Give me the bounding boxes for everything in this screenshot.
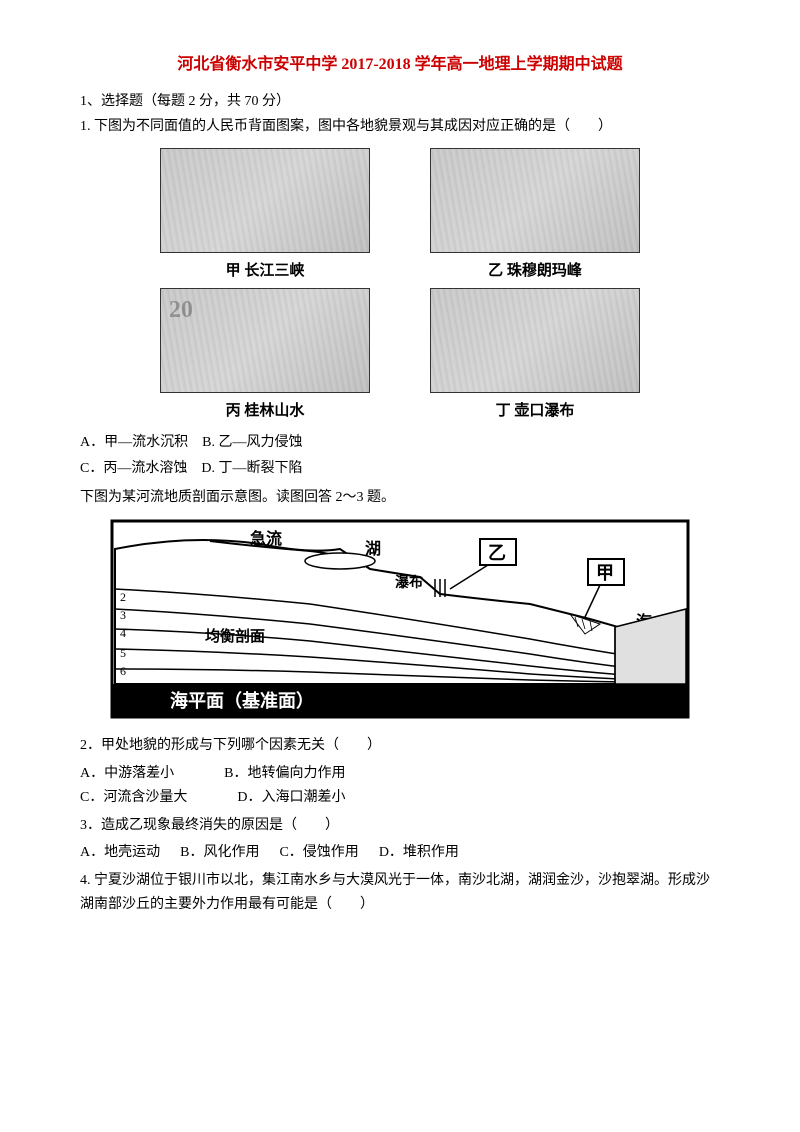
section-header: 1、选择题（每题 2 分，共 70 分） (80, 90, 720, 110)
svg-text:乙: 乙 (488, 543, 506, 563)
image-bing: 丙 桂林山水 (160, 288, 370, 420)
geo-diagram-container: 海平面（基准面） 急流 湖 瀑布 均衡剖面 2 3 4 5 6 (110, 519, 690, 724)
caption-jia: 甲 长江三峡 (226, 259, 305, 280)
svg-text:瀑布: 瀑布 (395, 574, 423, 591)
q2-text: 2．甲处地貌的形成与下列哪个因素无关（ ） (80, 734, 720, 758)
svg-text:海平面（基准面）: 海平面（基准面） (170, 690, 314, 711)
svg-text:均衡剖面: 均衡剖面 (205, 627, 265, 645)
q4-text: 4. 宁夏沙湖位于银川市以北，集江南水乡与大漠风光于一体，南沙北湖，湖润金沙，沙… (80, 869, 720, 917)
svg-text:6: 6 (120, 664, 126, 678)
q2-optD: D．入海口潮差小 (237, 786, 345, 810)
geo-cross-section-diagram: 海平面（基准面） 急流 湖 瀑布 均衡剖面 2 3 4 5 6 (110, 519, 690, 719)
image-ding: 丁 壶口瀑布 (430, 288, 640, 420)
caption-yi: 乙 珠穆朗玛峰 (488, 259, 582, 280)
svg-text:4: 4 (120, 626, 126, 640)
image-yi: 乙 珠穆朗玛峰 (430, 148, 640, 280)
page-title: 河北省衡水市安平中学 2017-2018 学年高一地理上学期期中试题 (80, 50, 720, 74)
currency-images-grid: 甲 长江三峡 乙 珠穆朗玛峰 丙 桂林山水 丁 壶口瀑布 (80, 148, 720, 420)
images-row-1: 甲 长江三峡 乙 珠穆朗玛峰 (160, 148, 640, 280)
currency-img-yi (430, 148, 640, 253)
q3-optC: C．侵蚀作用 (279, 841, 358, 865)
svg-text:2: 2 (120, 590, 126, 604)
q3-optD: D．堆积作用 (379, 841, 459, 865)
q2-optB: B．地转偏向力作用 (224, 762, 345, 786)
q2-optC: C．河流含沙量大 (80, 786, 187, 810)
q3-optB: B．风化作用 (180, 841, 259, 865)
images-row-2: 丙 桂林山水 丁 壶口瀑布 (160, 288, 640, 420)
q3-optA: A．地壳运动 (80, 841, 160, 865)
svg-text:3: 3 (120, 608, 126, 622)
q2-optA: A．中游落差小 (80, 762, 174, 786)
svg-text:甲: 甲 (596, 563, 614, 583)
q2-options: A．中游落差小 B．地转偏向力作用 C．河流含沙量大 D．入海口潮差小 (80, 762, 720, 810)
q1-text: 1. 下图为不同面值的人民币背面图案，图中各地貌景观与其成因对应正确的是（ ） (80, 116, 720, 138)
svg-text:5: 5 (120, 646, 126, 660)
q1-options: A．甲—流水沉积 B. 乙—风力侵蚀 C．丙—流水溶蚀 D. 丁—断裂下陷 (80, 430, 720, 480)
svg-text:湖: 湖 (365, 540, 381, 558)
caption-ding: 丁 壶口瀑布 (496, 399, 575, 420)
caption-bing: 丙 桂林山水 (226, 399, 305, 420)
image-jia: 甲 长江三峡 (160, 148, 370, 280)
currency-img-bing (160, 288, 370, 393)
svg-text:急流: 急流 (250, 529, 282, 548)
currency-img-ding (430, 288, 640, 393)
q3-text: 3．造成乙现象最终消失的原因是（ ） (80, 814, 720, 838)
q1-optC-D: C．丙—流水溶蚀 D. 丁—断裂下陷 (80, 456, 720, 481)
currency-img-jia (160, 148, 370, 253)
q1-optA-B: A．甲—流水沉积 B. 乙—风力侵蚀 (80, 430, 720, 455)
q3-options: A．地壳运动 B．风化作用 C．侵蚀作用 D．堆积作用 (80, 841, 720, 865)
intro-23: 下图为某河流地质剖面示意图。读图回答 2～3 题。 (80, 487, 720, 509)
